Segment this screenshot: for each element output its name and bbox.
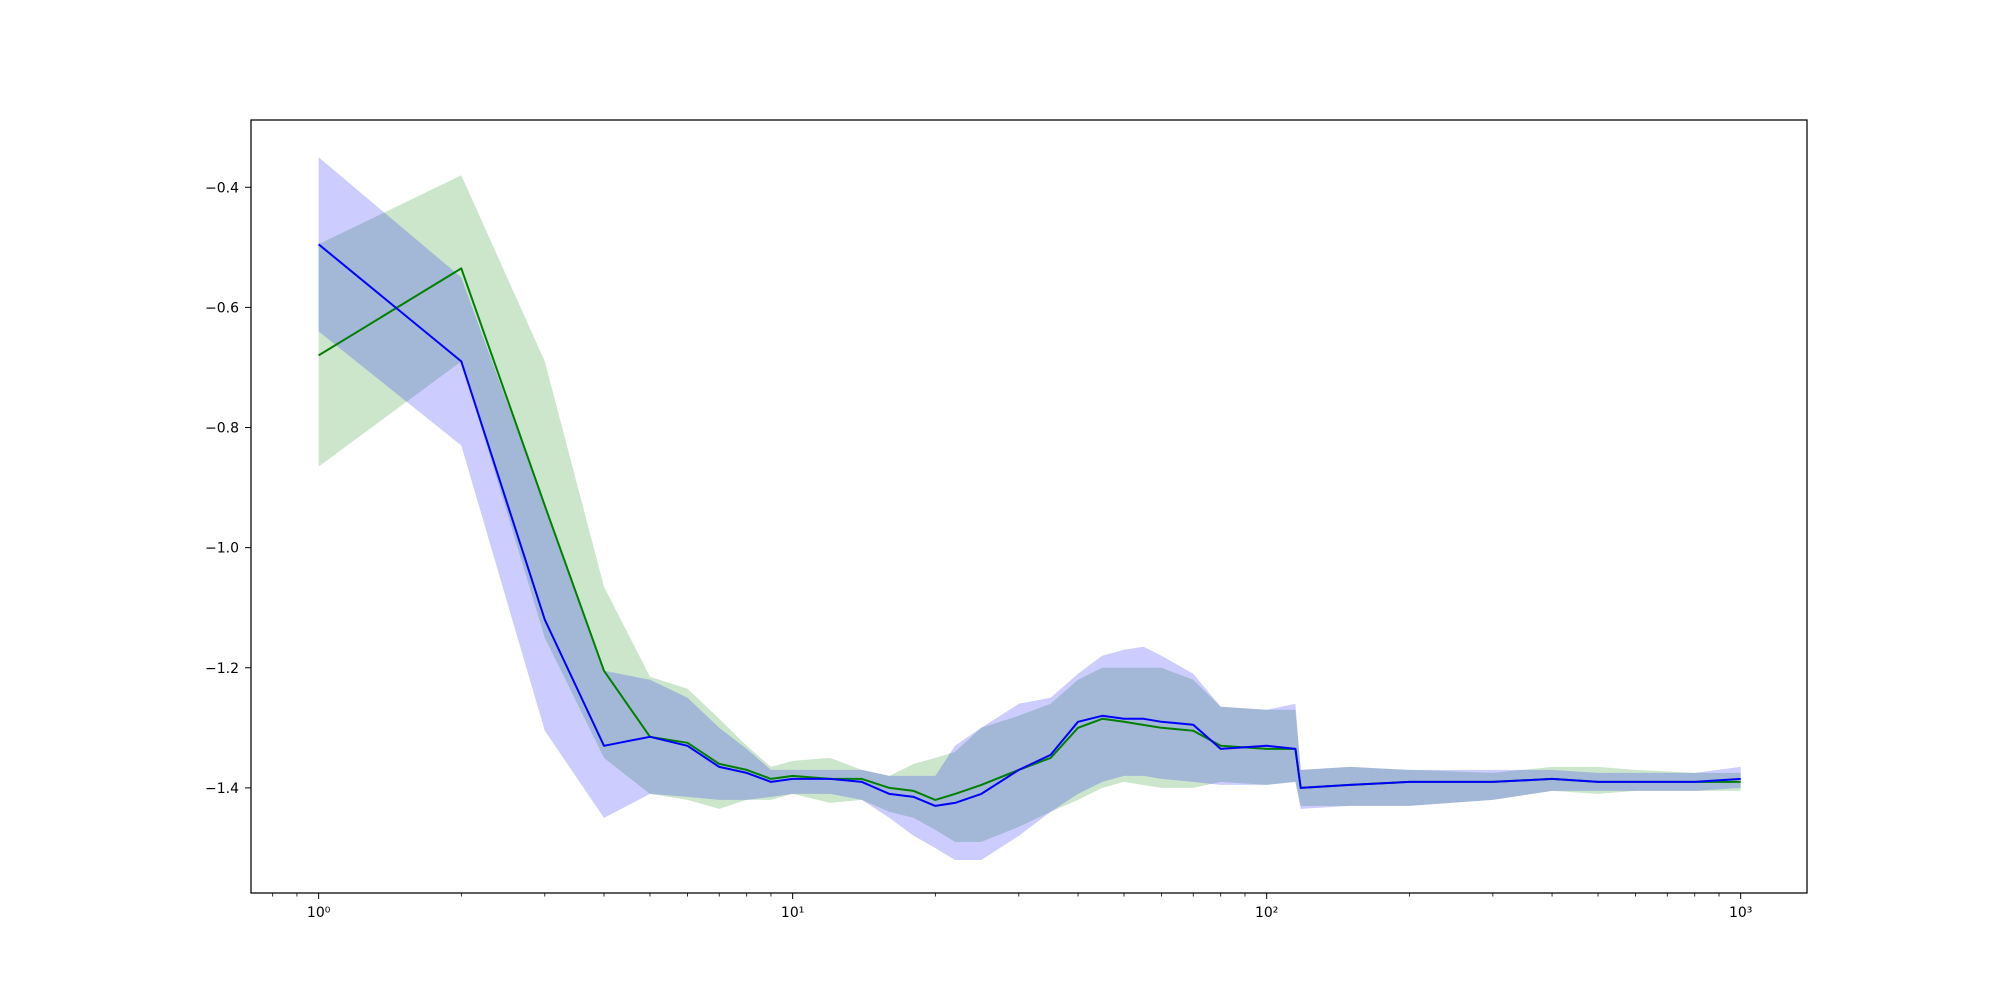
series-2-confidence-band	[318, 157, 1741, 860]
y-tick-label: −0.8	[205, 421, 239, 437]
y-tick-label: −1.2	[205, 661, 239, 677]
plot-frame	[250, 119, 1808, 894]
series-2-line	[317, 243, 1741, 807]
x-tick-label: 10⁰	[307, 905, 331, 921]
y-tick-label: −1.4	[205, 781, 239, 797]
y-tick-label: −0.6	[205, 300, 239, 316]
y-tick-label: −1.0	[205, 541, 239, 557]
x-tick-label: 10¹	[781, 905, 804, 921]
x-tick-label: 10²	[1255, 905, 1278, 921]
x-axis: 10⁰ 10¹ 10² 10³	[272, 893, 1752, 921]
x-tick-label: 10³	[1729, 905, 1752, 921]
y-tick-label: −0.4	[205, 180, 239, 196]
series-1-confidence-band	[318, 175, 1741, 842]
confidence-bands	[318, 157, 1741, 860]
series-lines	[317, 243, 1741, 807]
y-axis: −0.4 −0.6 −0.8 −1.0 −1.2 −1.4	[205, 180, 251, 797]
